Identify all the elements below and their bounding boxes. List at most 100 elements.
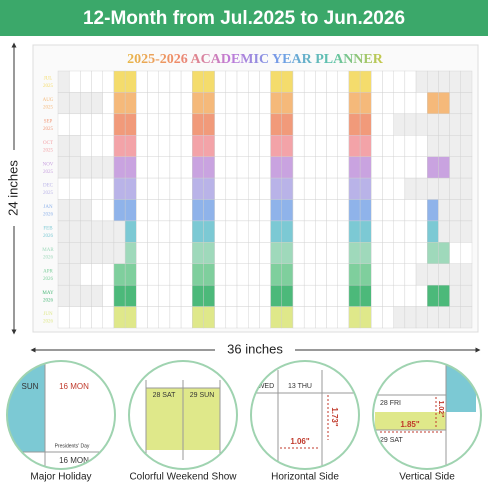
day-cell [415, 70, 428, 93]
feature-label: Vertical Side [399, 472, 455, 483]
day-cell [460, 156, 473, 179]
day-cell [57, 263, 70, 286]
day-cell [270, 156, 282, 179]
day-cell [460, 92, 473, 115]
day-cell [68, 199, 81, 222]
day-cell [180, 156, 193, 179]
day-cell [68, 156, 81, 179]
day-cell [248, 113, 260, 136]
day-cell [113, 156, 126, 179]
day-cell [371, 220, 383, 243]
height-label: 24 inches [5, 160, 20, 216]
day-cell [460, 220, 473, 243]
day-cell [102, 220, 115, 243]
day-cell [404, 177, 417, 200]
day-cell [225, 92, 238, 115]
day-cell [136, 156, 148, 179]
day-cell [147, 177, 159, 200]
month-year: 2025 [43, 127, 54, 132]
day-cell [68, 242, 81, 264]
day-cell [124, 284, 137, 307]
day-cell [158, 263, 171, 286]
day-cell [169, 242, 182, 264]
day-cell [225, 177, 238, 200]
day-cell [259, 242, 271, 264]
day-cell [180, 177, 193, 200]
day-cell [438, 113, 450, 136]
feature-inset: WED 13 THU 1.73" 1.06" [251, 361, 359, 469]
day-cell [169, 70, 182, 93]
label-bg [4, 150, 24, 226]
day-cell [438, 306, 450, 329]
inset-text: 16 MON [59, 456, 89, 465]
day-cell [80, 263, 92, 286]
day-cell [303, 284, 316, 307]
width-label: 36 inches [227, 341, 283, 356]
day-cell [236, 220, 249, 243]
day-cell [281, 70, 294, 93]
day-cell [136, 242, 148, 264]
day-cell [124, 242, 137, 264]
day-cell [192, 199, 204, 222]
month-year: 2026 [43, 298, 54, 303]
day-cell [326, 113, 338, 136]
day-cell [259, 220, 271, 243]
day-cell [393, 242, 406, 264]
day-cell [147, 92, 159, 115]
day-cell [337, 284, 350, 307]
day-cell [404, 92, 417, 115]
day-cell [393, 156, 406, 179]
day-cell [449, 156, 462, 179]
day-cell [147, 135, 159, 157]
day-cell [214, 113, 227, 136]
day-cell [248, 70, 260, 93]
day-cell [68, 70, 81, 93]
month-name: FEB [43, 227, 53, 232]
day-cell [371, 199, 383, 222]
day-cell [214, 284, 227, 307]
day-cell [337, 306, 350, 329]
day-cell [292, 263, 305, 286]
day-cell [136, 113, 148, 136]
day-cell [147, 113, 159, 136]
day-cell [57, 220, 70, 243]
day-cell [326, 242, 338, 264]
day-cell [371, 92, 383, 115]
month-name: OCT [43, 141, 53, 146]
day-cell [136, 70, 148, 93]
day-cell [270, 306, 282, 329]
day-cell [113, 70, 126, 93]
day-cell [449, 242, 462, 264]
day-cell [337, 156, 350, 179]
day-cell [136, 135, 148, 157]
day-cell [303, 135, 316, 157]
day-cell [315, 199, 327, 222]
day-cell [427, 220, 439, 243]
day-cell [415, 263, 428, 286]
day-cell [415, 284, 428, 307]
day-cell [382, 263, 394, 286]
day-cell [259, 135, 271, 157]
day-cell [348, 113, 361, 136]
day-cell [348, 242, 361, 264]
planner-grid: JUL 2025 AUG 2025 SEP 2025 OCT 2025 NOV 2025 DEC 20… [42, 70, 473, 329]
day-cell [337, 113, 350, 136]
month-year: 2025 [43, 170, 54, 175]
day-cell [348, 135, 361, 157]
day-cell [460, 263, 473, 286]
day-cell [315, 92, 327, 115]
day-cell [449, 284, 462, 307]
day-cell [259, 70, 271, 93]
day-cell [113, 263, 126, 286]
day-cell [180, 263, 193, 286]
day-cell [393, 92, 406, 115]
day-cell [415, 92, 428, 115]
inset-text: 16 MON [59, 382, 89, 391]
month-year: 2026 [43, 213, 54, 218]
day-cell [315, 113, 327, 136]
day-cell [68, 306, 81, 329]
day-cell [91, 177, 103, 200]
day-cell [180, 220, 193, 243]
day-cell [303, 113, 316, 136]
day-cell [113, 284, 126, 307]
